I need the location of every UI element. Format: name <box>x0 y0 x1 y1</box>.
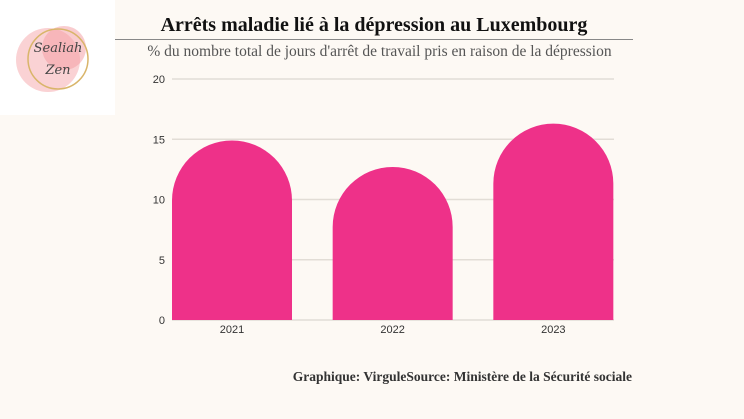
y-tick-label: 5 <box>159 255 165 267</box>
y-tick-label: 15 <box>153 134 165 146</box>
title-divider <box>115 39 633 40</box>
logo-image: Sealiah Zen <box>16 26 89 92</box>
chart-subtitle: % du nombre total de jours d'arrêt de tr… <box>147 43 612 60</box>
x-tick-label: 2022 <box>380 324 404 336</box>
x-tick-label: 2023 <box>541 324 565 336</box>
chart-source: Graphique: VirguleSource: Ministère de l… <box>292 369 632 384</box>
x-tick-label: 2021 <box>220 324 244 336</box>
bar-2023 <box>493 123 614 320</box>
title-container: Arrêts maladie lié à la dépression au Lu… <box>115 13 633 38</box>
subtitle-container: % du nombre total de jours d'arrêt de tr… <box>115 42 644 62</box>
bar-2021 <box>172 140 292 320</box>
svg-text:Sealiah: Sealiah <box>34 41 83 56</box>
svg-text:Zen: Zen <box>44 63 70 78</box>
logo: Sealiah Zen <box>0 0 115 115</box>
y-tick-label: 0 <box>159 315 165 327</box>
bar-2022 <box>332 166 453 320</box>
y-tick-label: 20 <box>153 74 165 86</box>
chart-title: Arrêts maladie lié à la dépression au Lu… <box>160 14 588 36</box>
y-tick-label: 10 <box>153 195 165 207</box>
